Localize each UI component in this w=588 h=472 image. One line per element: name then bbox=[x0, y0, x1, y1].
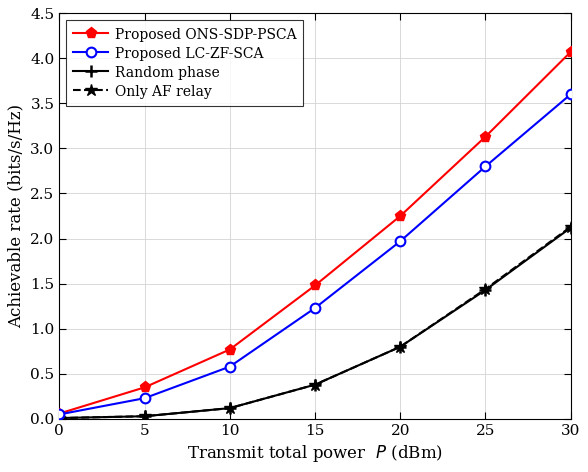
Proposed ONS-SDP-PSCA bbox=[567, 49, 574, 55]
Proposed ONS-SDP-PSCA bbox=[56, 411, 63, 416]
Proposed ONS-SDP-PSCA bbox=[482, 134, 489, 140]
Random phase bbox=[482, 287, 489, 293]
Random phase bbox=[312, 382, 319, 388]
Proposed LC-ZF-SCA bbox=[482, 164, 489, 169]
Proposed LC-ZF-SCA bbox=[397, 238, 404, 244]
Proposed ONS-SDP-PSCA bbox=[312, 283, 319, 288]
Proposed ONS-SDP-PSCA bbox=[141, 385, 148, 390]
Only AF relay bbox=[482, 286, 489, 292]
Random phase bbox=[226, 405, 233, 411]
Random phase bbox=[56, 415, 63, 421]
X-axis label: Transmit total power  $P$ (dBm): Transmit total power $P$ (dBm) bbox=[187, 443, 443, 464]
Line: Proposed LC-ZF-SCA: Proposed LC-ZF-SCA bbox=[55, 89, 576, 419]
Proposed LC-ZF-SCA bbox=[312, 305, 319, 311]
Only AF relay bbox=[56, 415, 63, 421]
Random phase bbox=[141, 413, 148, 419]
Only AF relay bbox=[141, 413, 148, 419]
Proposed LC-ZF-SCA bbox=[141, 396, 148, 401]
Only AF relay bbox=[567, 224, 574, 230]
Y-axis label: Achievable rate (bits/s/Hz): Achievable rate (bits/s/Hz) bbox=[8, 104, 25, 328]
Proposed ONS-SDP-PSCA bbox=[397, 213, 404, 219]
Random phase bbox=[567, 225, 574, 231]
Line: Proposed ONS-SDP-PSCA: Proposed ONS-SDP-PSCA bbox=[54, 46, 576, 419]
Line: Only AF relay: Only AF relay bbox=[53, 220, 577, 424]
Only AF relay bbox=[312, 382, 319, 388]
Only AF relay bbox=[397, 344, 404, 350]
Line: Random phase: Random phase bbox=[54, 222, 576, 423]
Proposed ONS-SDP-PSCA bbox=[226, 346, 233, 352]
Legend: Proposed ONS-SDP-PSCA, Proposed LC-ZF-SCA, Random phase, Only AF relay: Proposed ONS-SDP-PSCA, Proposed LC-ZF-SC… bbox=[66, 20, 303, 106]
Only AF relay bbox=[226, 405, 233, 411]
Random phase bbox=[397, 344, 404, 350]
Proposed LC-ZF-SCA bbox=[567, 92, 574, 97]
Proposed LC-ZF-SCA bbox=[226, 364, 233, 370]
Proposed LC-ZF-SCA bbox=[56, 412, 63, 417]
